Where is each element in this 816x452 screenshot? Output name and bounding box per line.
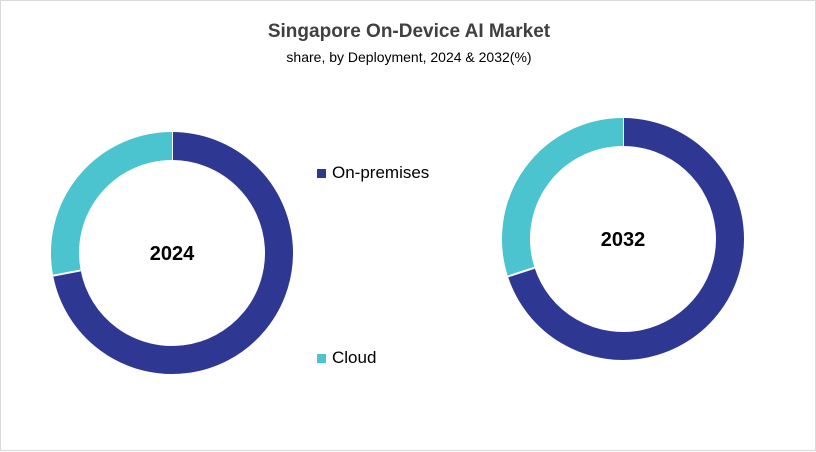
legend-item-cloud: Cloud xyxy=(317,348,376,368)
legend-label: Cloud xyxy=(332,348,377,367)
donut-slice-2032-cloud xyxy=(502,118,624,277)
legend-swatch-cloud xyxy=(317,353,326,363)
donut-center-label-2024: 2024 xyxy=(150,243,195,265)
legend-item-on-premises: On-premises xyxy=(317,163,429,183)
chart-subtitle: share, by Deployment, 2024 & 2032(%) xyxy=(286,49,532,65)
donut-slice-2024-cloud xyxy=(51,132,173,276)
donut-center-label-2032: 2032 xyxy=(601,229,646,251)
legend-swatch-on-premises xyxy=(317,168,326,178)
chart-title: Singapore On-Device AI Market xyxy=(267,21,551,42)
slice-separator xyxy=(52,269,81,277)
donut-slice-2024-on-premises xyxy=(53,132,293,374)
legend-label: On-premises xyxy=(332,163,430,182)
slice-separator xyxy=(507,266,535,278)
donut-slice-2032-on-premises xyxy=(507,118,744,360)
